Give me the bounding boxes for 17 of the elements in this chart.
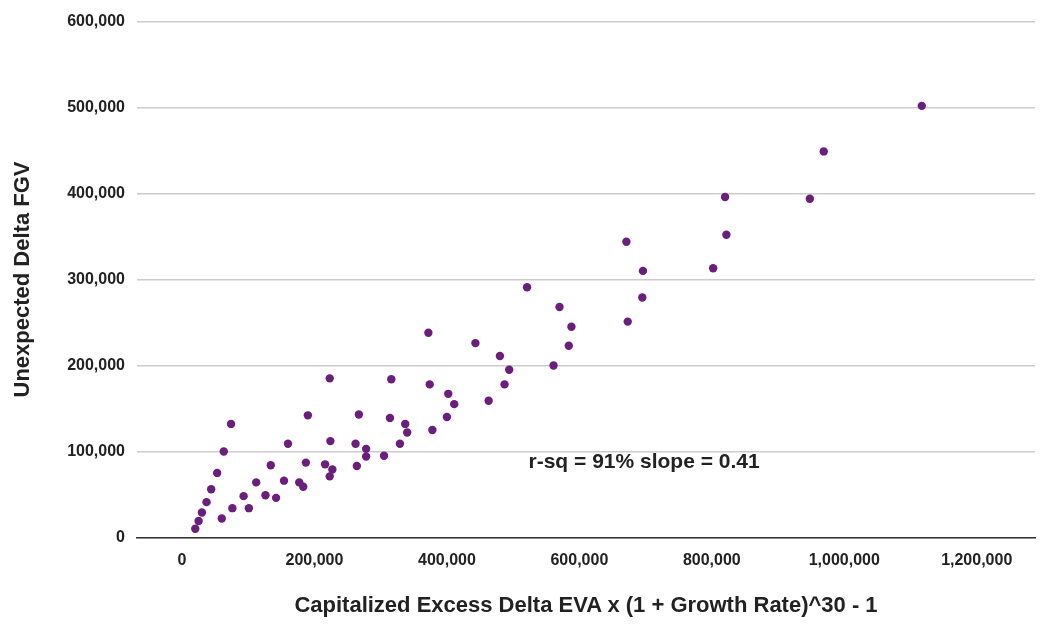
- x-tick-label: 1,000,000: [808, 551, 880, 569]
- x-tick-label: 200,000: [285, 551, 344, 569]
- y-tick-label: 100,000: [67, 441, 126, 459]
- y-tick-label: 500,000: [67, 97, 126, 115]
- x-tick-label: 800,000: [682, 551, 741, 569]
- y-tick-label: 200,000: [67, 355, 126, 373]
- y-tick-label: 300,000: [67, 269, 126, 287]
- x-tick-label: 400,000: [418, 551, 476, 569]
- y-axis-title: Unexpected Delta FGV: [9, 161, 35, 398]
- y-tick-label: 600,000: [67, 12, 126, 30]
- x-tick-label: 0: [177, 551, 187, 569]
- y-tick-label: 400,000: [67, 183, 126, 201]
- y-tick-label: 0: [116, 527, 126, 545]
- x-tick-label: 600,000: [550, 551, 609, 569]
- annotation: r-sq = 91% slope = 0.41: [528, 449, 760, 473]
- x-tick-label: 1,200,000: [941, 551, 1013, 569]
- x-axis-title: Capitalized Excess Delta EVA x (1 + Growth Rate)^30 - 1: [294, 591, 878, 617]
